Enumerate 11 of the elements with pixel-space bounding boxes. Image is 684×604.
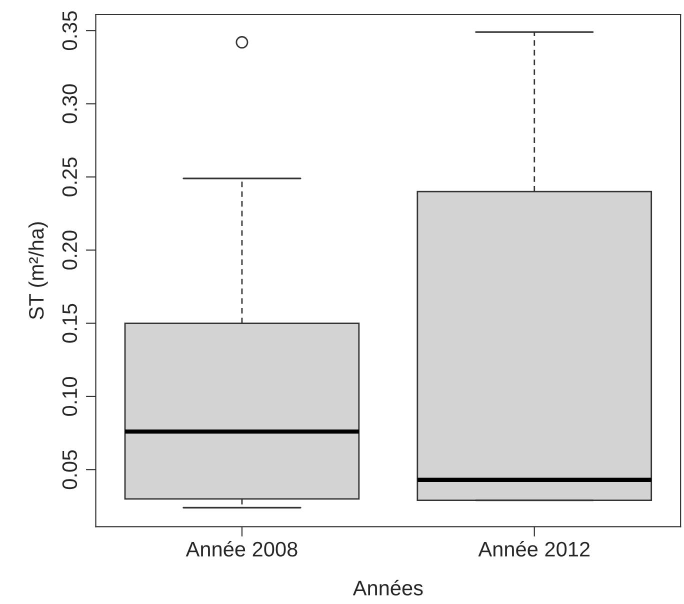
y-axis-title: ST (m²/ha)	[28, 222, 48, 320]
y-tick-label: 0.35	[62, 11, 78, 50]
x-tick-label: Année 2012	[478, 541, 590, 557]
x-tick-label: Année 2008	[186, 541, 298, 557]
y-tick-label: 0.25	[62, 158, 78, 196]
y-tick-label: 0.10	[62, 376, 78, 416]
y-tick-label: 0.05	[62, 450, 78, 490]
y-tick-label: 0.20	[62, 230, 78, 270]
x-axis-title: Années	[352, 580, 423, 596]
y-tick-label: 0.15	[62, 304, 78, 343]
y-tick-label: 0.30	[62, 84, 78, 124]
